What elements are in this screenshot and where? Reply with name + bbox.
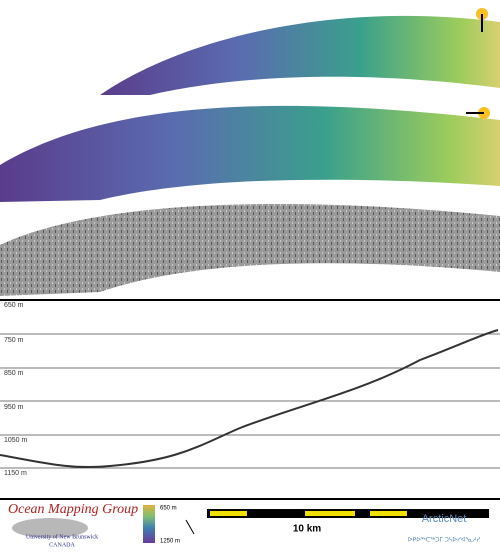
colorbar	[143, 505, 155, 543]
scale-bar	[207, 509, 489, 518]
colorbar-top: 650 m	[160, 506, 177, 512]
depth-label: 1150 m	[4, 470, 27, 477]
network-syllabics: ᐅᑭᐅᖅᑕᖅᑐᒥ ᑐᓴᐅᓯᐊᕐᓇᓱᓯ	[408, 538, 481, 544]
country: CANADA	[49, 542, 75, 548]
depth-label: 850 m	[4, 370, 24, 377]
network: ArcticNet	[422, 513, 467, 525]
swath-backscatter	[0, 203, 500, 296]
depth-label: 650 m	[4, 302, 24, 309]
depth-label: 1050 m	[4, 437, 28, 444]
depth-label: 950 m	[4, 404, 24, 411]
swath-sun-east	[0, 105, 500, 202]
depth-lines	[0, 333, 500, 469]
scale-label: 10 km	[293, 524, 321, 535]
north-arrow	[185, 519, 195, 535]
swath-sun-north	[100, 15, 500, 95]
seafloor-profile	[0, 329, 499, 469]
university: University of New Brunswick	[26, 533, 98, 540]
depth-label: 750 m	[4, 337, 24, 344]
group-name: Ocean Mapping Group	[8, 502, 138, 517]
colorbar-bottom: 1250 m	[160, 539, 180, 545]
logo-shape	[12, 518, 88, 538]
